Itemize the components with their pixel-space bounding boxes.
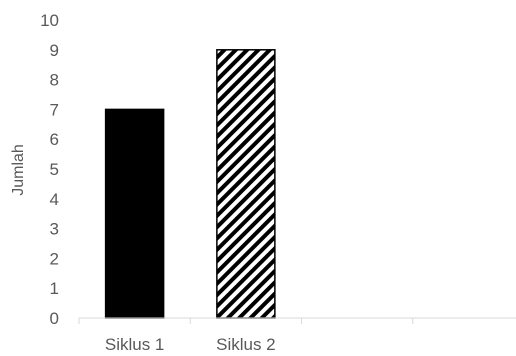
y-tick-label: 5 [50, 160, 59, 179]
y-tick-label: 6 [50, 130, 59, 149]
x-category-label: Siklus 2 [216, 335, 276, 354]
y-tick-label: 9 [50, 41, 59, 60]
y-tick-label: 1 [50, 279, 59, 298]
x-axis [78, 317, 516, 324]
y-axis-title: Jumlah [10, 144, 27, 196]
y-tick-label: 10 [40, 11, 59, 30]
y-tick-label: 8 [50, 71, 59, 90]
y-tick-label: 2 [50, 249, 59, 268]
x-category-label: Siklus 1 [105, 335, 165, 354]
x-axis-labels: Siklus 1 Siklus 2 [105, 335, 276, 354]
y-tick-label: 3 [50, 220, 59, 239]
y-axis-ticks: 0 1 2 3 4 5 6 7 8 9 10 [40, 11, 59, 328]
y-tick-label: 0 [50, 309, 59, 328]
y-tick-label: 4 [50, 190, 59, 209]
y-tick-label: 7 [50, 100, 59, 119]
bar-siklus-1 [104, 108, 165, 319]
bar-siklus-2 [216, 49, 276, 319]
bars [104, 49, 276, 319]
